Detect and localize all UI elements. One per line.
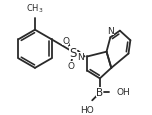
Text: O: O: [68, 62, 75, 71]
Text: HO: HO: [81, 105, 94, 114]
Text: N: N: [77, 52, 84, 61]
Text: N: N: [107, 27, 114, 36]
Text: OH: OH: [116, 88, 130, 96]
Text: S: S: [69, 47, 77, 60]
Text: O: O: [62, 36, 69, 45]
Text: B: B: [96, 87, 103, 97]
Text: CH$_3$: CH$_3$: [26, 3, 44, 15]
